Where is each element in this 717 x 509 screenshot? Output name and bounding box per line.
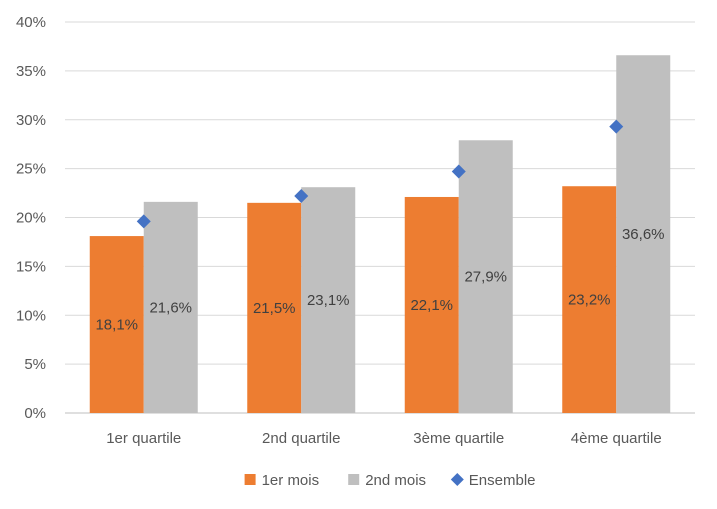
legend-diamond-icon xyxy=(450,473,464,486)
bar-data-label: 23,1% xyxy=(307,292,350,309)
bar-data-label: 36,6% xyxy=(622,226,665,243)
data-labels: 18,1% 21,6% 21,5% 23,1% 22,1% 27,9% 23,2% 36,6% xyxy=(95,226,664,333)
legend-swatch xyxy=(244,474,256,485)
ensemble-marker xyxy=(451,164,466,179)
bar-data-label: 27,9% xyxy=(464,269,507,286)
bar-second-month xyxy=(616,55,671,414)
y-axis-labels: 0% 5% 10% 15% 20% 25% 30% 35% 40% xyxy=(16,14,46,422)
y-tick-label: 30% xyxy=(16,112,46,129)
bar-data-label: 21,5% xyxy=(253,300,296,317)
ensemble-marker xyxy=(294,188,309,203)
bar-data-label: 21,6% xyxy=(149,299,192,316)
ensemble-marker xyxy=(609,119,624,134)
legend-label: 2nd mois xyxy=(365,472,426,489)
x-category-label: 3ème quartile xyxy=(413,430,504,447)
bar-second-month xyxy=(143,201,198,413)
bar-data-label: 22,1% xyxy=(410,297,453,314)
y-tick-label: 0% xyxy=(24,405,46,422)
ensemble-marker xyxy=(136,214,151,229)
y-tick-label: 5% xyxy=(24,356,46,373)
legend-label: 1er mois xyxy=(262,472,320,489)
legend-swatch xyxy=(348,474,360,485)
legend-label: Ensemble xyxy=(469,472,536,489)
x-category-label: 2nd quartile xyxy=(262,430,340,447)
y-tick-label: 40% xyxy=(16,14,46,31)
y-tick-label: 10% xyxy=(16,307,46,324)
bar-first-month xyxy=(89,236,144,413)
x-category-label: 1er quartile xyxy=(106,430,181,447)
y-tick-label: 25% xyxy=(16,161,46,178)
bar-first-month xyxy=(562,186,617,413)
bar-data-label: 18,1% xyxy=(95,317,138,334)
bar-data-label: 23,2% xyxy=(568,292,611,309)
y-tick-label: 15% xyxy=(16,258,46,275)
ensemble-markers xyxy=(136,119,624,229)
legend: 1er mois 2nd mois Ensemble xyxy=(244,472,536,489)
bars xyxy=(89,55,671,414)
bar-first-month xyxy=(247,202,302,413)
y-tick-label: 20% xyxy=(16,210,46,227)
bar-second-month xyxy=(458,140,513,413)
bar-second-month xyxy=(301,187,356,413)
bar-first-month xyxy=(404,196,459,413)
x-axis-labels: 1er quartile 2nd quartile 3ème quartile 4èm… xyxy=(106,430,661,447)
y-tick-label: 35% xyxy=(16,63,46,80)
x-category-label: 4ème quartile xyxy=(571,430,662,447)
